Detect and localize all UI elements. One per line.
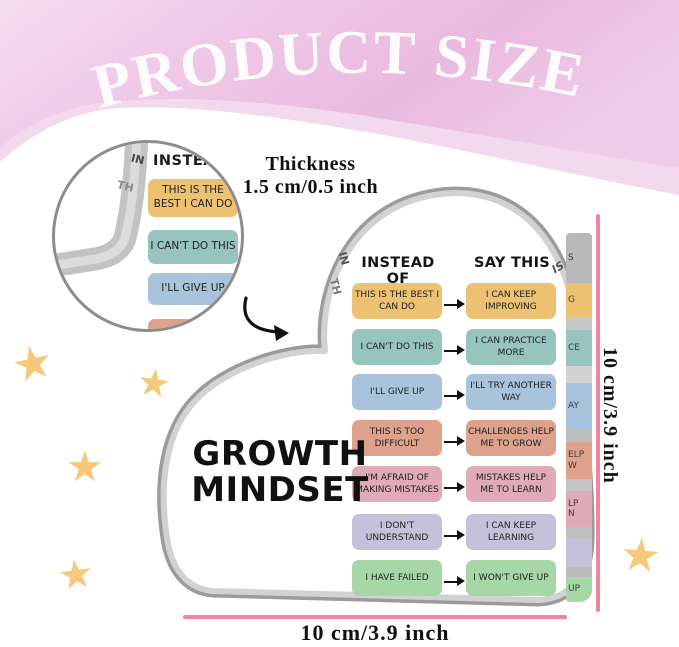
arrow-right-icon (444, 576, 465, 587)
plaque-title: GROWTH MINDSET (182, 436, 378, 508)
side-edge-band (566, 539, 592, 567)
plaque-title-line2: MINDSET (191, 470, 369, 511)
side-edge-band: CE (566, 330, 592, 366)
table-row: THIS IS TOO DIFFICULT CHALLENGES HELP ME… (352, 420, 556, 456)
instead-chip: I CAN'T DO THIS (352, 329, 442, 365)
instead-chip: THIS IS TOO DIFFICULT (352, 420, 442, 456)
width-dimension-label: 10 cm/3.9 inch (300, 620, 450, 645)
say-chip: I CAN PRACTICE MORE (466, 329, 556, 365)
side-edge-band (566, 430, 592, 442)
chip-label: THIS IS TOO DIFFICULT (369, 426, 425, 449)
instead-chip: I HAVE FAILED (352, 560, 442, 596)
side-edge-band: S (566, 233, 592, 283)
side-edge-band (566, 366, 592, 383)
star-icon: ★ (134, 358, 174, 408)
chip-label: I CAN KEEP IMPROVING (485, 289, 537, 312)
instead-chip: THIS IS THE BEST I CAN DO (352, 283, 442, 319)
arrow-right-icon (444, 436, 465, 447)
say-chip: I WON'T GIVE UP (466, 560, 556, 596)
thickness-value: 1.5 cm/0.5 inch (242, 176, 379, 198)
side-edge-band: ELP W (566, 442, 592, 479)
chip-label: I CAN PRACTICE MORE (475, 335, 547, 358)
side-edge-band (566, 317, 592, 330)
table-row: I'M AFRAID OF MAKING MISTAKES MISTAKES H… (352, 466, 556, 502)
thickness-label: Thickness (265, 153, 356, 175)
curved-arrow-icon (243, 296, 289, 341)
table-row: I'LL GIVE UP I'LL TRY ANOTHER WAY (352, 374, 556, 410)
arrow-right-icon (444, 530, 465, 541)
chip-label: CHALLENGES HELP ME TO GROW (468, 426, 554, 449)
side-edge-band (566, 479, 592, 491)
magnified-chip: THIS IS THE BEST I CAN DO (148, 179, 238, 217)
chip-label: I'LL TRY ANOTHER WAY (470, 380, 552, 403)
say-chip: MISTAKES HELP ME TO LEARN (466, 466, 556, 502)
say-chip: I'LL TRY ANOTHER WAY (466, 374, 556, 410)
side-edge-band (566, 567, 592, 577)
chip-label: I CAN'T DO THIS (150, 240, 236, 253)
chip-label: I HAVE FAILED (365, 572, 429, 583)
table-row: I DON'T UNDERSTAND I CAN KEEP LEARNING (352, 514, 556, 550)
chip-label: I'LL GIVE UP (369, 386, 425, 397)
instead-chip: I'M AFRAID OF MAKING MISTAKES (352, 466, 442, 502)
chip-label: I DON'T UNDERSTAND (365, 520, 429, 543)
chip-label: I WON'T GIVE UP (473, 572, 549, 583)
magnified-chip-partial (148, 319, 238, 329)
arrow-right-icon (444, 299, 465, 310)
side-edge-band: UP (566, 577, 592, 602)
say-chip: CHALLENGES HELP ME TO GROW (466, 420, 556, 456)
side-edge-band: G (566, 283, 592, 317)
column-header-say: SAY THIS (473, 255, 551, 271)
magnified-chip: I'LL GIVE UP (148, 273, 238, 305)
side-edge-band (566, 527, 592, 539)
table-row: THIS IS THE BEST I CAN DO I CAN KEEP IMP… (352, 283, 556, 319)
magnified-notch-edge (55, 143, 149, 278)
table-row: I HAVE FAILED I WON'T GIVE UP (352, 560, 556, 596)
thickness-annotation: Thickness 1.5 cm/0.5 inch (228, 153, 393, 199)
height-dimension-line (596, 214, 600, 612)
magnifier-circle: INSTEAD IN TH THIS IS THE BEST I CAN DO … (52, 140, 244, 332)
instead-chip: I'LL GIVE UP (352, 374, 442, 410)
side-edge-strip: S G CE AY ELP W LP N UP (566, 233, 592, 602)
banner-wave (0, 0, 679, 168)
chip-label: MISTAKES HELP ME TO LEARN (475, 472, 547, 495)
instead-chip: I DON'T UNDERSTAND (352, 514, 442, 550)
star-icon: ★ (66, 442, 104, 491)
height-dimension-label: 10 cm/3.9 inch (599, 347, 621, 484)
say-chip: I CAN KEEP LEARNING (466, 514, 556, 550)
arrow-right-icon (444, 345, 465, 356)
chip-label: I'LL GIVE UP (161, 282, 225, 295)
chip-label: I CAN KEEP LEARNING (485, 520, 537, 543)
side-edge-band: AY (566, 383, 592, 430)
plaque-title-line1: GROWTH (192, 434, 368, 474)
chip-label: I CAN'T DO THIS (360, 341, 434, 352)
magnified-column-header: INSTEAD (153, 153, 228, 169)
banner: PRODUCT SIZE (0, 0, 679, 195)
chip-label: THIS IS THE BEST I CAN DO (153, 184, 233, 210)
arrow-right-icon (444, 390, 465, 401)
say-chip: I CAN KEEP IMPROVING (466, 283, 556, 319)
side-edge-band: LP N (566, 491, 592, 527)
chip-label: THIS IS THE BEST I CAN DO (354, 289, 440, 312)
table-row: I CAN'T DO THIS I CAN PRACTICE MORE (352, 329, 556, 365)
arrow-right-icon (444, 482, 465, 493)
magnified-chip: I CAN'T DO THIS (148, 230, 238, 264)
star-icon: ★ (54, 549, 97, 601)
width-dimension-line (183, 615, 567, 619)
chip-label: I'M AFRAID OF MAKING MISTAKES (355, 472, 439, 495)
star-icon: ★ (617, 526, 664, 584)
